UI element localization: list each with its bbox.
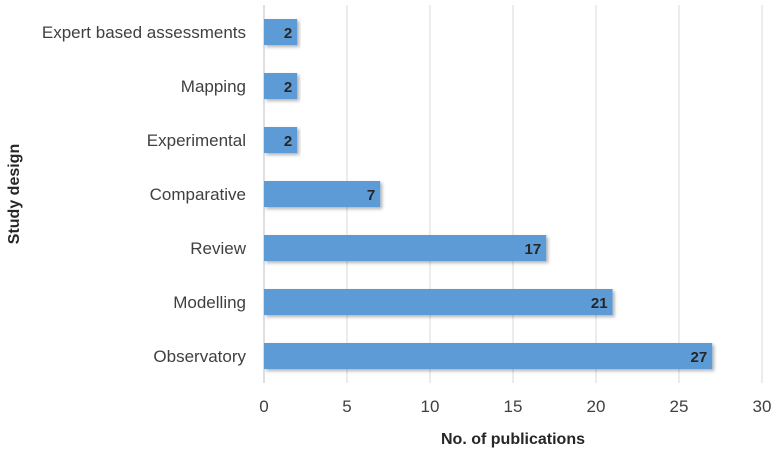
data-label: 2 bbox=[284, 79, 292, 96]
category-label: Comparative bbox=[150, 185, 246, 204]
x-tick-label: 5 bbox=[342, 397, 351, 416]
x-tick-label: 30 bbox=[753, 397, 772, 416]
category-label: Review bbox=[190, 239, 246, 258]
bar bbox=[264, 343, 713, 369]
gridlines bbox=[263, 5, 763, 383]
data-label: 17 bbox=[525, 241, 542, 258]
labels: 0 5 10 15 20 25 30 Expert based assessments 2 Map… bbox=[42, 23, 772, 416]
bar bbox=[264, 73, 298, 99]
category-label: Modelling bbox=[173, 293, 246, 312]
category-label: Expert based assessments bbox=[42, 23, 246, 42]
bar bbox=[264, 289, 613, 315]
x-tick-label: 20 bbox=[587, 397, 606, 416]
x-tick-label: 10 bbox=[421, 397, 440, 416]
data-label: 2 bbox=[284, 25, 292, 42]
bar bbox=[264, 127, 298, 153]
x-tick-label: 0 bbox=[259, 397, 268, 416]
bar bbox=[264, 19, 298, 45]
category-label: Experimental bbox=[147, 131, 246, 150]
data-label: 7 bbox=[367, 187, 375, 204]
bar bbox=[264, 181, 381, 207]
x-axis-title: No. of publications bbox=[441, 431, 585, 448]
data-label: 27 bbox=[691, 349, 708, 366]
data-label: 2 bbox=[284, 133, 292, 150]
x-tick-label: 25 bbox=[670, 397, 689, 416]
data-label: 21 bbox=[591, 295, 608, 312]
y-axis-title: Study design bbox=[6, 144, 23, 244]
bar bbox=[264, 235, 547, 261]
x-tick-label: 15 bbox=[504, 397, 523, 416]
category-label: Mapping bbox=[181, 77, 246, 96]
bars bbox=[264, 19, 713, 369]
category-label: Observatory bbox=[153, 347, 246, 366]
